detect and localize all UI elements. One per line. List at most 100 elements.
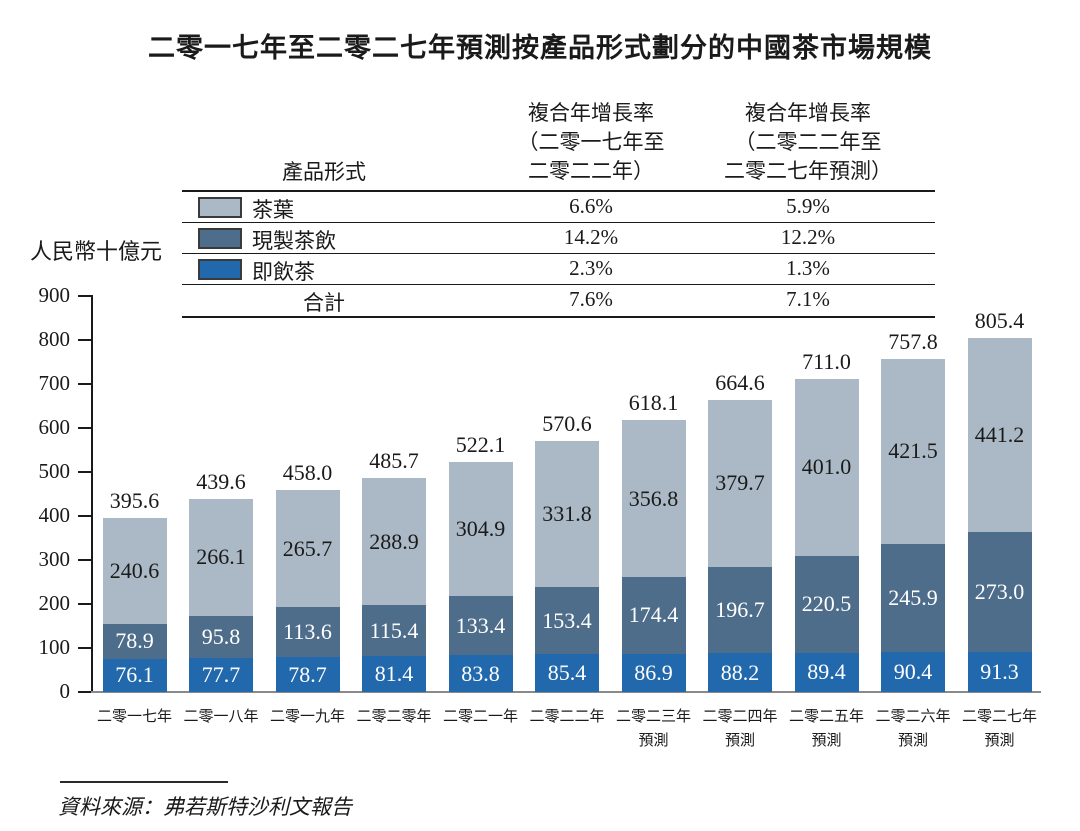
bar-segment-rtd_tea: 77.7 <box>189 657 253 692</box>
cagr-col1-header: 複合年增長率 （二零一七年至 二零二二年） <box>517 101 665 183</box>
bar-segment-tea_leaves: 265.7 <box>275 490 340 608</box>
cagr-value-2017-2022: 14.2% <box>563 225 619 249</box>
x-axis-label: 二零二三年 預測 <box>615 709 691 749</box>
legend-swatch-tea_leaves <box>198 197 242 218</box>
bar-segment-freshly_made_tea_drinks: 78.9 <box>102 623 167 659</box>
y-axis-tick <box>78 647 91 649</box>
x-axis-label: 二零二零年 <box>356 709 432 725</box>
bar-segment-rtd_tea: 86.9 <box>621 653 686 692</box>
bar-segment-rtd_tea: 78.7 <box>275 657 340 692</box>
y-axis-tick <box>78 691 91 693</box>
y-axis-tick <box>78 295 91 297</box>
bar-segment-freshly_made_tea_drinks: 115.4 <box>362 605 426 657</box>
bar-total-label: 618.1 <box>628 390 679 416</box>
cagr-row-tea_leaves: 茶葉 6.6% 5.9% <box>182 192 935 223</box>
legend-swatch-freshly_made_tea_drinks <box>198 228 242 249</box>
cagr-value-2022-2027: 7.1% <box>786 287 830 311</box>
cagr-row-freshly_made_tea_drinks: 現製茶飲 14.2% 12.2% <box>182 223 935 254</box>
x-axis-label: 二零一七年 <box>96 709 172 725</box>
y-axis-tick-label: 300 <box>38 547 71 571</box>
bar-total-label: 395.6 <box>109 487 160 513</box>
y-axis-tick-label: 200 <box>38 591 71 615</box>
bar-total-label: 439.6 <box>196 468 246 494</box>
cagr-row-total: 合計 7.6% 7.1% <box>182 285 935 318</box>
bar-segment-tea_leaves: 356.8 <box>621 420 686 578</box>
cagr-table-body: 茶葉 6.6% 5.9% 現製茶飲 14.2% 12.2% 即飲茶 2.3% 1.3% 合計 7.6… <box>182 192 935 318</box>
bar-segment-tea_leaves: 304.9 <box>448 462 513 597</box>
x-axis-label: 二零二五年 預測 <box>788 709 864 749</box>
bar-segment-freshly_made_tea_drinks: 196.7 <box>708 566 772 654</box>
y-axis-line <box>91 295 93 692</box>
cagr-value-2017-2022: 7.6% <box>569 287 613 311</box>
x-axis-label: 二零二六年 預測 <box>875 709 951 749</box>
y-axis-tick-label: 0 <box>59 679 71 703</box>
bar-segment-tea_leaves: 379.7 <box>708 399 772 567</box>
bar-segment-tea_leaves: 266.1 <box>189 498 253 616</box>
bar-total-label: 485.7 <box>369 448 419 474</box>
bar-segment-rtd_tea: 90.4 <box>881 652 945 692</box>
cagr-row-label: 現製茶飲 <box>252 229 336 253</box>
y-axis-tick <box>78 383 91 385</box>
cagr-table: 產品形式 複合年增長率 （二零一七年至 二零二二年） 複合年增長率 （二零二二年… <box>182 96 935 318</box>
bar-total-label: 805.4 <box>974 307 1025 333</box>
y-axis-tick-label: 600 <box>38 415 71 439</box>
y-axis-tick <box>78 471 91 473</box>
cagr-value-2022-2027: 1.3% <box>786 256 830 280</box>
bar-total-label: 458.0 <box>282 460 333 486</box>
bar-segment-tea_leaves: 421.5 <box>881 358 945 545</box>
bar-segment-freshly_made_tea_drinks: 245.9 <box>881 544 945 653</box>
bar-segment-rtd_tea: 88.2 <box>708 653 772 692</box>
bar-segment-tea_leaves: 331.8 <box>535 440 599 587</box>
bar-total-label: 522.1 <box>455 432 506 458</box>
y-axis-tick-label: 400 <box>38 503 71 527</box>
y-axis-unit-label: 人民幣十億元 <box>30 239 163 264</box>
bar-segment-rtd_tea: 91.3 <box>967 651 1032 692</box>
bar-segment-rtd_tea: 76.1 <box>102 658 167 692</box>
bar-segment-tea_leaves: 441.2 <box>967 337 1032 532</box>
bar-segment-rtd_tea: 83.8 <box>448 655 513 692</box>
bar-segment-freshly_made_tea_drinks: 113.6 <box>275 607 340 658</box>
cagr-table-header: 產品形式 複合年增長率 （二零一七年至 二零二二年） 複合年增長率 （二零二二年… <box>182 96 935 192</box>
bar-segment-tea_leaves: 288.9 <box>362 478 426 606</box>
bar-total-label: 664.6 <box>715 369 765 395</box>
y-axis-tick-label: 800 <box>38 327 71 351</box>
y-axis-tick-label: 100 <box>38 635 71 659</box>
chart-title: 二零一七年至二零二七年預測按產品形式劃分的中國茶市場規模 <box>148 33 932 63</box>
cagr-value-2022-2027: 12.2% <box>780 225 836 249</box>
cagr-col2-header: 複合年增長率 （二零二二年至 二零二七年預測） <box>724 101 892 183</box>
cagr-value-2022-2027: 5.9% <box>786 194 830 218</box>
y-axis-tick-label: 700 <box>38 371 71 395</box>
x-axis-label: 二零二七年 預測 <box>961 709 1037 749</box>
cagr-value-2017-2022: 2.3% <box>569 256 613 280</box>
y-axis-tick-label: 500 <box>38 459 71 483</box>
bar-segment-tea_leaves: 401.0 <box>794 379 859 556</box>
x-axis-label: 二零一八年 <box>183 709 259 725</box>
bar-segment-freshly_made_tea_drinks: 95.8 <box>189 615 253 658</box>
y-axis-tick <box>78 603 91 605</box>
x-axis-label: 二零二二年 <box>529 709 605 725</box>
bar-segment-freshly_made_tea_drinks: 174.4 <box>621 577 686 654</box>
y-axis-tick <box>78 339 91 341</box>
x-axis-label: 二零二一年 <box>442 709 518 725</box>
x-axis-label: 二零二四年 預測 <box>702 709 778 749</box>
bar-segment-freshly_made_tea_drinks: 153.4 <box>535 586 599 655</box>
cagr-row-label: 茶葉 <box>252 198 294 222</box>
bar-segment-rtd_tea: 89.4 <box>794 652 859 692</box>
product-form-header: 產品形式 <box>282 160 366 184</box>
x-axis-line <box>91 691 1041 693</box>
legend-swatch-rtd_tea <box>198 259 242 280</box>
bar-total-label: 757.8 <box>888 328 938 354</box>
cagr-value-2017-2022: 6.6% <box>569 194 613 218</box>
y-axis-tick <box>78 515 91 517</box>
bar-segment-freshly_made_tea_drinks: 133.4 <box>448 596 513 656</box>
source-text: 資料來源：弗若斯特沙利文報告 <box>58 795 352 819</box>
bar-total-label: 711.0 <box>802 349 851 375</box>
y-axis-tick <box>78 559 91 561</box>
y-axis-tick <box>78 427 91 429</box>
bar-segment-rtd_tea: 85.4 <box>535 654 599 692</box>
cagr-row-rtd_tea: 即飲茶 2.3% 1.3% <box>182 254 935 285</box>
x-axis-label: 二零一九年 <box>269 709 345 725</box>
bar-segment-freshly_made_tea_drinks: 220.5 <box>794 555 859 653</box>
y-axis-tick-label: 900 <box>38 283 71 307</box>
